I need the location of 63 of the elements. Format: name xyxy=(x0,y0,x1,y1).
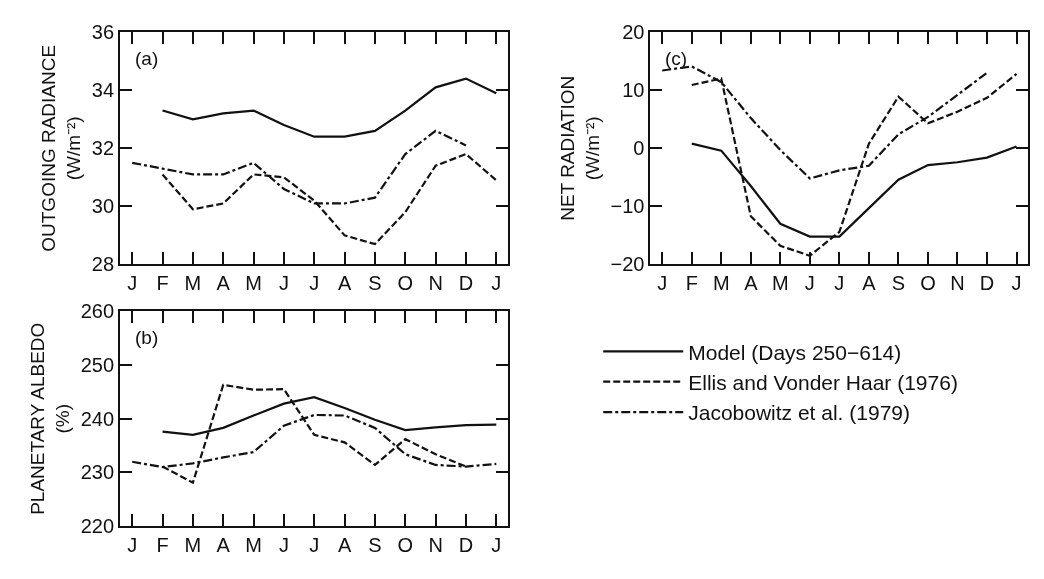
y-tick-label: −10 xyxy=(610,195,645,218)
x-tick-label: J xyxy=(1011,272,1022,295)
y-axis-title: OUTGOING RADIANCE (W/m⁻²) xyxy=(38,44,85,252)
x-tick-label: M xyxy=(245,272,262,295)
annotation: (c) xyxy=(665,48,688,69)
x-tick-label: J xyxy=(657,272,668,295)
x-tick-label: A xyxy=(216,534,231,557)
x-tick-label: D xyxy=(458,272,474,295)
x-tick-label: D xyxy=(458,534,474,557)
x-tick-label: O xyxy=(397,272,414,295)
x-tick-label: A xyxy=(337,272,352,295)
x-tick-label: A xyxy=(862,272,877,295)
x-tick-label: J xyxy=(278,272,289,295)
x-tick-label: J xyxy=(278,534,289,557)
annotation: (b) xyxy=(135,327,159,348)
legend-label: Jacobowitz et al. (1979) xyxy=(688,401,911,425)
x-tick-label: J xyxy=(309,272,320,295)
y-tick-label: −20 xyxy=(610,253,645,276)
y-tick-label: 0 xyxy=(633,137,645,160)
x-tick-label: S xyxy=(368,534,382,557)
x-tick-label: A xyxy=(744,272,759,295)
legend-label: Ellis and Vonder Haar (1976) xyxy=(688,370,958,394)
y-tick-label: 32 xyxy=(91,137,115,160)
x-tick-label: J xyxy=(491,272,502,295)
legend-label: Model (Days 250−614) xyxy=(688,340,902,364)
y-tick-label: 260 xyxy=(80,300,115,323)
x-tick-label: S xyxy=(891,272,906,295)
x-tick-label: N xyxy=(428,272,443,295)
x-tick-label: A xyxy=(337,534,352,557)
y-tick-label: 28 xyxy=(91,253,115,276)
x-tick-label: J xyxy=(127,534,138,557)
x-tick-label: N xyxy=(950,272,965,295)
x-tick-label: M xyxy=(184,534,202,557)
x-tick-label: M xyxy=(184,272,202,295)
x-tick-label: F xyxy=(685,272,698,295)
x-tick-label: J xyxy=(309,534,320,557)
x-tick-label: J xyxy=(834,272,845,295)
y-tick-label: 250 xyxy=(80,353,115,376)
x-tick-label: M xyxy=(245,534,262,557)
x-tick-label: O xyxy=(920,272,936,295)
y-tick-label: 220 xyxy=(80,515,115,538)
x-tick-label: O xyxy=(397,534,414,557)
y-tick-label: 20 xyxy=(622,21,645,44)
x-tick-label: J xyxy=(491,534,502,557)
y-tick-label: 230 xyxy=(80,461,115,484)
x-tick-label: D xyxy=(979,272,995,295)
y-tick-label: 240 xyxy=(80,407,115,430)
x-tick-label: N xyxy=(428,534,443,557)
annotation: (a) xyxy=(135,48,159,69)
x-tick-label: M xyxy=(771,272,789,295)
x-tick-label: F xyxy=(156,534,169,557)
y-axis-title: NET RADIATION (W/m⁻²) xyxy=(557,75,603,221)
x-tick-label: M xyxy=(712,272,730,295)
x-tick-label: F xyxy=(156,272,169,295)
y-tick-label: 10 xyxy=(622,79,645,102)
y-axis-title: PLANETARY ALBEDO (%) xyxy=(27,322,74,515)
y-tick-label: 36 xyxy=(91,21,115,44)
y-tick-label: 30 xyxy=(91,195,115,218)
x-tick-label: A xyxy=(216,272,231,295)
x-tick-label: S xyxy=(368,272,382,295)
y-tick-label: 34 xyxy=(91,79,115,102)
x-tick-label: J xyxy=(127,272,138,295)
x-tick-label: J xyxy=(804,272,815,295)
